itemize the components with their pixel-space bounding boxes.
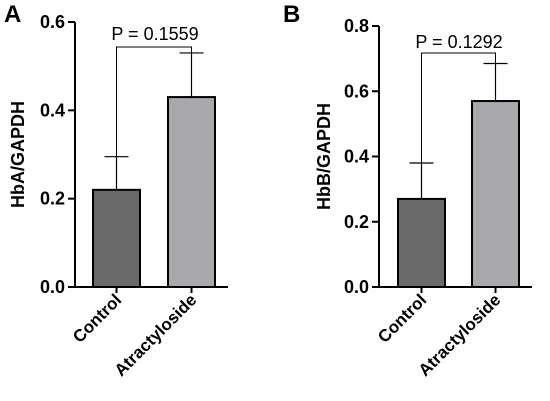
- panel-b-letter: B: [283, 1, 300, 28]
- panel-a-letter: A: [4, 1, 21, 28]
- panel-b-y-tick-label: 0.8: [344, 16, 369, 36]
- panel-b-y-tick-label: 0.4: [344, 147, 369, 167]
- panel-a-p-value: P = 0.1559: [111, 24, 198, 44]
- panel-b-bar-atractyloside: [471, 100, 520, 288]
- panel-b-significance-bracket: [421, 52, 496, 164]
- panel-a-y-tick-label: 0.6: [40, 12, 65, 32]
- panel-b-p-value: P = 0.1292: [415, 32, 502, 52]
- panel-a-significance-bracket: [116, 46, 192, 157]
- panel-a-bar-control: [92, 188, 141, 288]
- panel-a-category-label: Control: [69, 290, 125, 346]
- panel-b-y-axis-title: HbB/GAPDH: [314, 103, 334, 210]
- panel-a-bar-atractyloside: [167, 96, 216, 289]
- panel-a-y-axis-title: HbA/GAPDH: [8, 101, 28, 208]
- panel-b-bar-control: [397, 197, 446, 289]
- panel-b-y-tick-label: 0.2: [344, 212, 369, 232]
- panel-b-category-label: Control: [374, 290, 430, 346]
- panel-b-y-tick-label: 0.0: [344, 277, 369, 297]
- panel-a-y-tick-label: 0.2: [40, 189, 65, 209]
- panel-b-y-tick-label: 0.6: [344, 81, 369, 101]
- panel-a-y-tick-label: 0.4: [40, 100, 65, 120]
- panel-a-y-tick-label: 0.0: [40, 277, 65, 297]
